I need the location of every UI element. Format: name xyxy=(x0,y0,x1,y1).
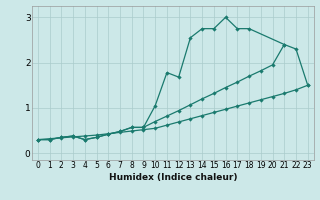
X-axis label: Humidex (Indice chaleur): Humidex (Indice chaleur) xyxy=(108,173,237,182)
